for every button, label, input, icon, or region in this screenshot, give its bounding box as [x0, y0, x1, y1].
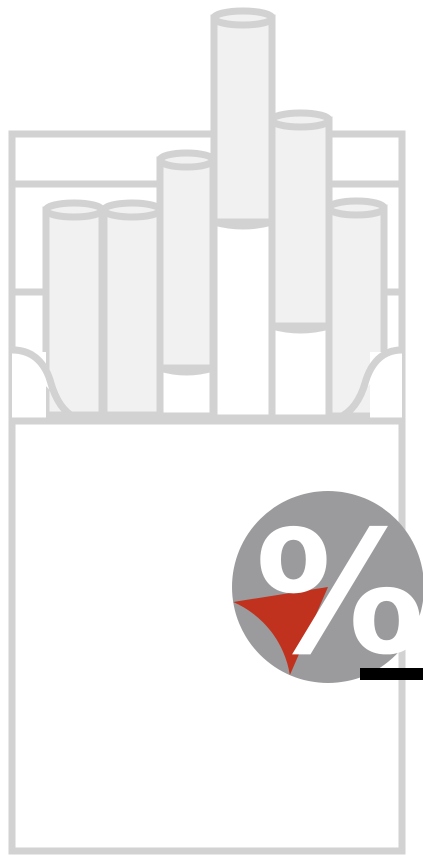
- cigarette: [268, 109, 333, 422]
- cigarette: [156, 149, 217, 420]
- pack-pocket: [11, 346, 403, 422]
- percent-badge: %: [232, 491, 423, 693]
- cigarette: [100, 199, 164, 419]
- cigarette: [210, 7, 276, 422]
- percent-sign: %: [255, 495, 423, 693]
- badge-underline: [360, 668, 423, 680]
- badge-share-slice: [233, 587, 328, 676]
- cigarettes: [42, 7, 388, 422]
